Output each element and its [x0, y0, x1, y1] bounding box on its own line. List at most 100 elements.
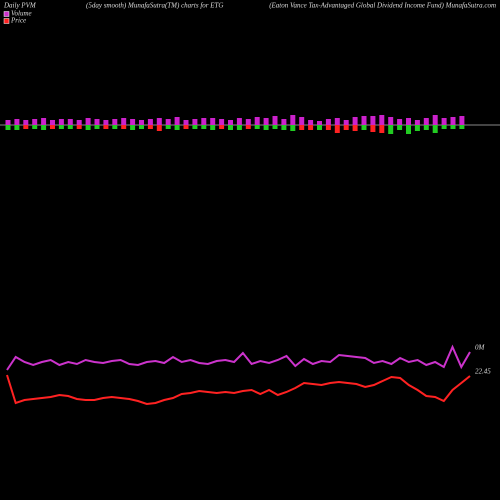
volume-bar-down: [334, 125, 340, 133]
volume-bar-up: [192, 119, 198, 125]
volume-bar-up: [352, 117, 358, 125]
legend-label: Volume: [11, 10, 32, 18]
volume-bar-down: [121, 125, 127, 129]
legend-label: Price: [10, 17, 26, 25]
volume-bar-down: [112, 125, 118, 129]
volume-bar-up: [201, 118, 207, 125]
volume-bar-up: [121, 118, 127, 125]
series-line: [6, 374, 471, 406]
volume-bar-down: [388, 125, 394, 134]
volume-bar-down: [414, 125, 420, 131]
volume-bar-up: [361, 116, 367, 125]
volume-bar-down: [281, 125, 287, 130]
volume-bar-down: [406, 125, 411, 134]
volume-bar-down: [94, 125, 100, 129]
volume-bar-up: [325, 119, 331, 125]
volume-bar-down: [343, 125, 349, 130]
volume-bar-up: [263, 118, 269, 125]
series-line: [6, 344, 471, 371]
chart-title: Daily PVM: [3, 2, 37, 10]
volume-bar-up: [317, 121, 322, 125]
chart-heading: (Eaton Vance Tax-Advantaged Global Divid…: [269, 2, 496, 10]
volume-bar-up: [147, 119, 153, 125]
volume-bar-down: [290, 125, 296, 131]
volume-bar-up: [406, 118, 411, 125]
volume-bar-up: [379, 115, 385, 125]
volume-bar-down: [352, 125, 358, 131]
end-label: 22.45: [475, 368, 491, 376]
volume-bar-down: [432, 125, 438, 133]
volume-bar-down: [174, 125, 180, 130]
volume-bar-down: [50, 125, 55, 129]
volume-bar-up: [423, 118, 429, 125]
volume-bar-up: [450, 117, 456, 125]
volume-bar-up: [397, 119, 403, 125]
volume-bar-down: [139, 125, 144, 129]
volume-bar-up: [254, 117, 260, 125]
volume-bar-up: [32, 119, 38, 125]
volume-bar-down: [103, 125, 109, 129]
volume-bar-up: [334, 118, 340, 125]
volume-bar-up: [272, 116, 278, 125]
volume-bar-up: [139, 120, 144, 125]
volume-bar-down: [23, 125, 29, 129]
volume-bar-up: [14, 119, 20, 125]
volume-bar-down: [130, 125, 136, 130]
volume-bar-down: [165, 125, 171, 129]
volume-bar-down: [5, 125, 11, 130]
legend-swatch: [3, 11, 10, 17]
volume-bar-up: [245, 119, 251, 125]
volume-bar-down: [192, 125, 198, 129]
volume-bar-down: [423, 125, 429, 130]
volume-bar-down: [308, 125, 314, 130]
volume-bar-down: [210, 125, 216, 130]
volume-bar-up: [299, 117, 305, 125]
volume-bar-up: [112, 119, 118, 125]
volume-bar-down: [272, 125, 278, 129]
volume-bar-up: [58, 119, 64, 125]
chart-subtitle: (5day smooth) MunafaSutra(TM) charts for…: [86, 2, 223, 10]
volume-bar-down: [450, 125, 456, 129]
volume-bar-down: [76, 125, 82, 129]
volume-bar-down: [379, 125, 385, 133]
volume-bar-up: [210, 118, 216, 125]
volume-bar-down: [317, 125, 322, 130]
volume-bar-up: [228, 120, 233, 125]
volume-bar-up: [432, 115, 438, 125]
volume-bar-up: [236, 118, 242, 125]
volume-bar-down: [67, 125, 73, 129]
volume-bar-up: [76, 120, 82, 125]
volume-bar-up: [183, 120, 189, 125]
volume-bar-up: [67, 119, 73, 125]
volume-bar-down: [361, 125, 367, 130]
volume-bar-down: [147, 125, 153, 129]
volume-bar-up: [343, 120, 349, 125]
volume-bar-down: [228, 125, 233, 130]
volume-bar-down: [41, 125, 47, 130]
legend-swatch: [3, 18, 10, 24]
volume-bar-down: [397, 125, 403, 130]
volume-bar-down: [32, 125, 38, 129]
volume-bar-up: [85, 118, 91, 125]
volume-bar-up: [281, 119, 287, 125]
volume-bar-up: [130, 119, 136, 125]
volume-bar-up: [308, 120, 314, 125]
volume-bar-down: [156, 125, 162, 131]
volume-bar-up: [156, 118, 162, 125]
volume-bar-up: [290, 115, 296, 125]
volume-bar-down: [459, 125, 465, 129]
volume-bar-up: [370, 116, 376, 125]
volume-bar-down: [245, 125, 251, 129]
volume-bar-up: [459, 116, 465, 125]
volume-bar-down: [254, 125, 260, 129]
volume-bar-down: [325, 125, 331, 130]
end-label: 0M: [475, 344, 486, 352]
volume-bar-up: [414, 120, 420, 125]
volume-bar-up: [174, 117, 180, 125]
volume-bar-up: [165, 119, 171, 125]
volume-bar-down: [370, 125, 376, 132]
volume-bar-up: [103, 120, 109, 125]
volume-bar-down: [219, 125, 225, 129]
volume-bar-down: [85, 125, 91, 130]
